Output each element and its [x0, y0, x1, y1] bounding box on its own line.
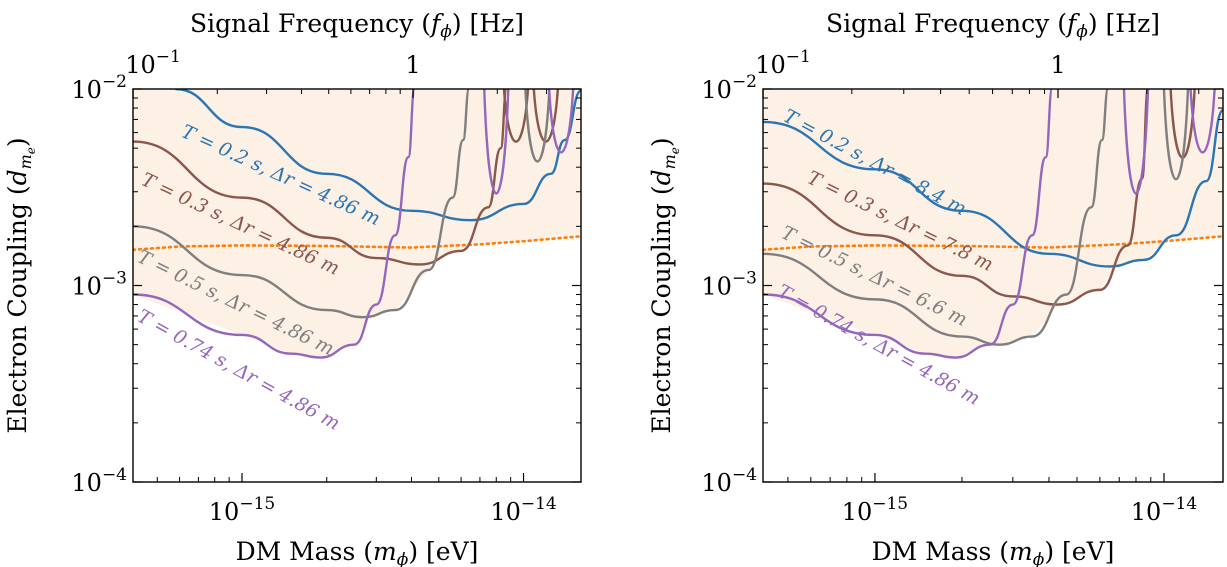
panel2-top-x-tick-label-1: 10−1 — [755, 47, 811, 79]
panel2-dotted-bound-line — [763, 234, 1223, 252]
panel1-x-tick-label-2: 10−14 — [490, 494, 556, 526]
panel1-series-4-resonance-2 — [547, 89, 575, 154]
panel2-series-4-resonance-2 — [1189, 89, 1216, 154]
panel1-series-curve-4 — [133, 89, 416, 359]
panel2-series-3-resonance-1 — [1162, 89, 1190, 181]
panel2-x-axis-label: DM Mass (mϕ) [eV] — [872, 537, 1115, 567]
panel2-series-curve-1 — [763, 109, 1223, 268]
panel1-top-x-tick-label-1: 10−1 — [125, 47, 181, 79]
panel2-top-x-axis-label: Signal Frequency (fϕ) [Hz] — [826, 9, 1160, 42]
panel2-x-tick-label-2: 10−14 — [1131, 494, 1197, 526]
panel1-y-tick-label-3: 10−2 — [71, 72, 127, 104]
panel1-x-axis-label: DM Mass (mϕ) [eV] — [236, 537, 479, 567]
panel2-top-x-tick-label-2: 1 — [1050, 51, 1065, 79]
panel2-x-tick-label-1: 10−15 — [842, 494, 908, 526]
panel1-excluded-region-fill-4 — [133, 89, 415, 358]
panel1-series-4-resonance-1 — [483, 89, 510, 195]
panel1-top-x-axis-label: Signal Frequency (fϕ) [Hz] — [190, 9, 524, 42]
panel1-y-tick-label-1: 10−4 — [71, 465, 127, 497]
panel1-y-axis-label: Electron Coupling (dme) — [3, 137, 38, 433]
panel1-y-tick-label-2: 10−3 — [71, 269, 127, 301]
panel1-series-curve-3 — [133, 89, 471, 319]
panel2-series-4-resonance-1 — [1122, 89, 1150, 195]
panel1-x-tick-label-1: 10−15 — [209, 494, 275, 526]
panel1-top-x-tick-label-2: 1 — [405, 51, 420, 79]
panel1-plot-area — [133, 89, 581, 359]
panel2-series-curve-3 — [763, 89, 1110, 346]
panel2-y-tick-label-2: 10−3 — [701, 269, 757, 301]
panel2-series-curve-4 — [763, 89, 1054, 359]
panel2-excluded-region-fill-4 — [763, 89, 1053, 358]
panel2-y-tick-label-3: 10−2 — [701, 72, 757, 104]
panel2-plot-area — [763, 89, 1223, 359]
panel1-dotted-bound-line — [133, 234, 581, 252]
panel1-series-3-resonance-1 — [524, 89, 551, 163]
panel2-y-axis-label: Electron Coupling (dme) — [647, 137, 682, 433]
panel2-y-tick-label-1: 10−4 — [701, 465, 757, 497]
panel1-series-curve-2 — [133, 89, 508, 266]
